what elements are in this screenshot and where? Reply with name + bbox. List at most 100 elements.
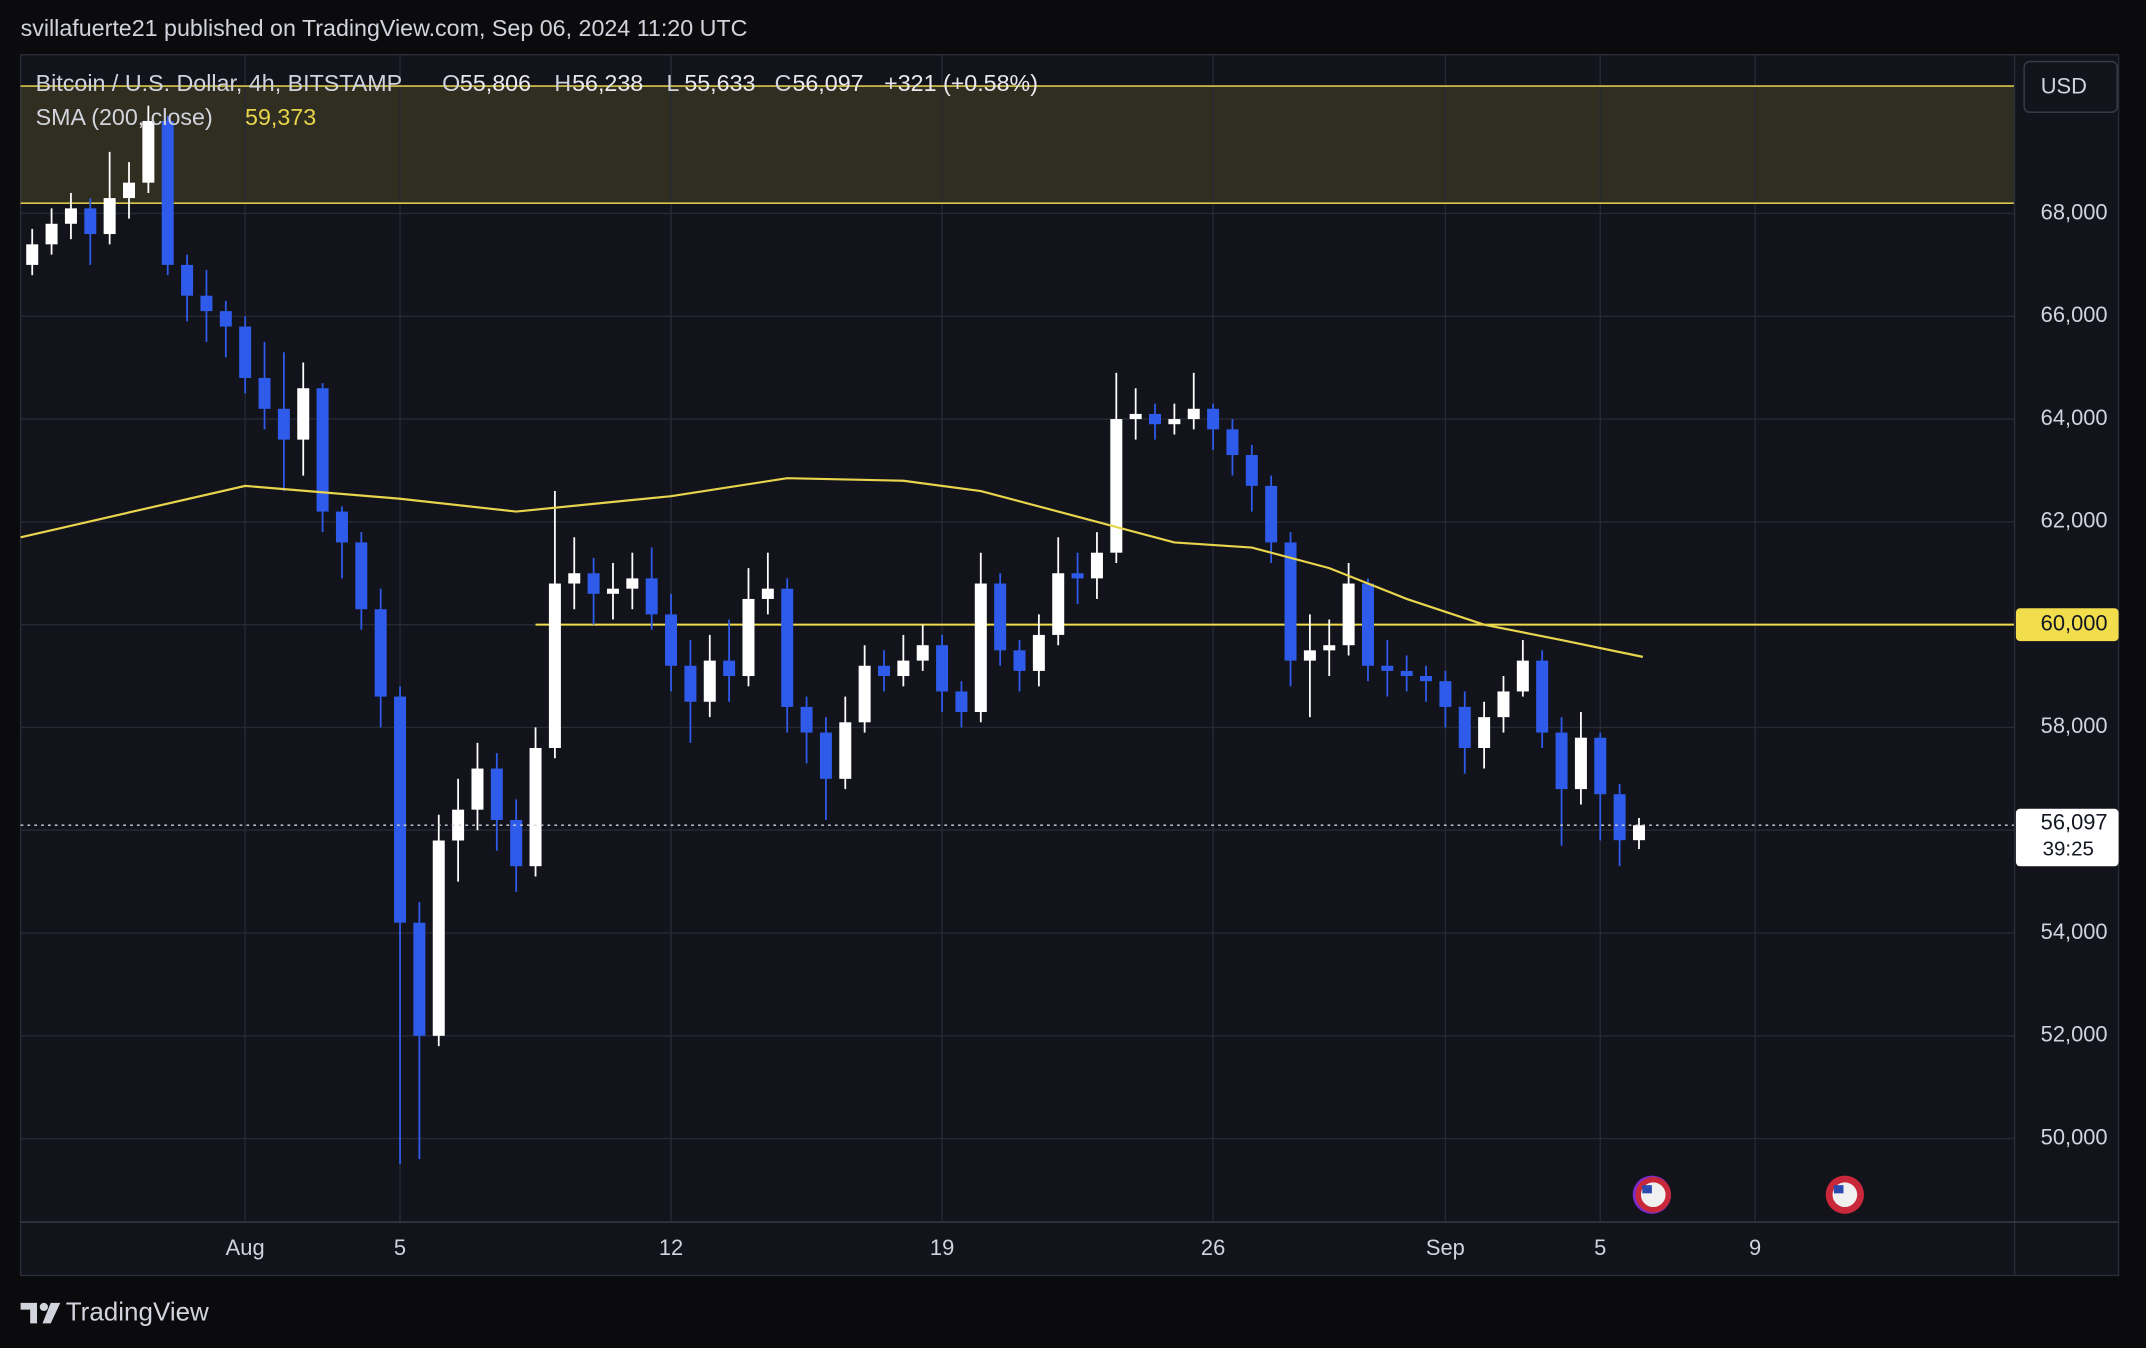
candle-body [819,732,832,779]
last-price-box [2015,808,2119,867]
candle-body [742,598,755,677]
x-tick-label: 26 [1201,1235,1225,1260]
ohlc-key: C [775,70,792,96]
candle-body [316,388,329,512]
brand-logo [20,1302,61,1324]
candle-body [490,768,503,820]
candle-body [1013,650,1026,671]
candle-body [1226,429,1239,456]
candle-body [1594,737,1607,795]
candle-body [936,645,949,692]
candle-body [374,609,387,697]
logo-part [42,1302,61,1324]
candle-body [1361,583,1374,666]
candle-body [1555,732,1568,790]
x-tick-label: 5 [394,1235,406,1260]
candle-body [1032,634,1045,671]
candle-body [1478,717,1491,748]
candle-body [781,588,794,707]
candle-body [1439,681,1452,707]
candle-body [239,326,252,378]
y-tick-label: 50,000 [2041,1124,2108,1149]
y-tick-label: 68,000 [2041,199,2108,224]
candle-body [510,819,523,867]
candle-body [761,588,774,599]
candle-body [45,223,58,245]
indicator-value: 59,373 [245,104,316,130]
candle-body [955,691,968,713]
candle-body [1168,419,1181,425]
candle-body [1323,645,1336,651]
candle-body [258,377,271,409]
candle-body [200,295,213,312]
candle-body [64,208,77,224]
candle-body [548,583,561,748]
chart-panel [19,54,2120,1277]
candle-body [606,588,619,594]
countdown-label: 39:25 [2043,837,2094,860]
candle-body [529,747,542,867]
candle-body [1090,552,1103,579]
y-tick-label: 66,000 [2041,302,2108,327]
event-flag[interactable] [1825,1175,1865,1214]
candle-body [1071,573,1084,579]
candle-body [1052,573,1065,635]
candle-body [26,244,39,265]
candle-body [1420,676,1433,682]
candle-body [1265,485,1278,543]
x-tick-label: Sep [1426,1235,1465,1260]
y-tick-label: 58,000 [2041,713,2108,738]
event-flag-canton [1642,1185,1652,1194]
candle-body [1149,413,1162,425]
y-tick-label: 52,000 [2041,1022,2108,1047]
brand-name: TradingView [66,1297,209,1327]
candle-body [161,120,174,265]
candle-body [1207,408,1220,430]
candle-body [1632,825,1645,841]
candle-body [142,120,155,183]
sma-line [20,477,1644,658]
candle-body [858,665,871,723]
candle-body [123,182,136,199]
logo-part [20,1302,38,1324]
candle-body [1536,660,1549,733]
candle-body [413,922,426,1036]
level-price-box [2015,608,2119,642]
candle-body [181,264,194,296]
indicator-name: SMA (200, close) [36,104,213,130]
candle-body [219,311,232,327]
candle-body [84,208,97,235]
level-price-label: 60,000 [2041,610,2108,635]
candle-body [665,614,678,666]
candle-body [1497,691,1510,718]
logo-part [39,1302,48,1312]
candle-body [1342,583,1355,646]
candle-body [1613,794,1626,841]
x-tick-label: 12 [659,1235,683,1260]
event-flag[interactable] [1632,1175,1672,1214]
candle-body [645,578,658,615]
candle-body [1303,650,1316,661]
candle-body [587,573,600,594]
candle-body [626,578,639,589]
ohlc-key: H [554,70,571,96]
x-tick-label: 9 [1749,1235,1761,1260]
candle-body [1187,408,1200,420]
plot [20,54,2015,1223]
currency-button[interactable] [2023,60,2118,113]
candle-body [452,809,465,841]
ohlc-key: L [667,70,680,96]
candle-body [916,645,929,661]
ohlc-value: 55,806 [460,70,531,96]
byline: svillafuerte21 published on TradingView.… [21,15,748,41]
candle-body [277,408,290,440]
candle-body [897,660,910,677]
y-tick-label: 62,000 [2041,508,2108,533]
candle-body [471,768,484,810]
ohlc-value: 56,238 [572,70,643,96]
ohlc-key: O [442,70,460,96]
y-tick-label: 64,000 [2041,405,2108,430]
x-tick-label: 19 [930,1235,954,1260]
